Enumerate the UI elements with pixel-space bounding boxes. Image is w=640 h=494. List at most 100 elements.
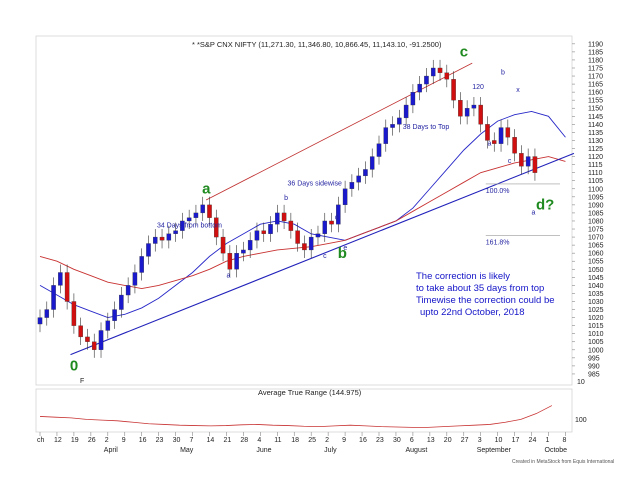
point-label: b (501, 69, 505, 76)
date-tick-label: 28 (240, 437, 248, 444)
date-tick-label: 20 (444, 437, 452, 444)
price-tick-label: 1175 (588, 65, 603, 72)
candle-body (430, 67, 436, 77)
candle-body (44, 309, 50, 318)
price-tick-label: 1075 (588, 227, 604, 234)
point-label: e (343, 245, 347, 252)
date-tick-label: 9 (342, 437, 346, 444)
wave-label: c (460, 44, 468, 61)
price-tick-label: 1000 (588, 347, 604, 354)
point-label: a (487, 140, 491, 147)
candle-body (71, 301, 77, 326)
point-label: d (335, 214, 339, 221)
candle-body (153, 236, 158, 244)
trendlines: 100.0% 161.8% (70, 62, 575, 356)
candle-body (58, 272, 63, 286)
price-tick-label: 1165 (588, 82, 603, 89)
candle-body (525, 156, 531, 167)
candle-body (64, 272, 70, 302)
candle-body (336, 204, 341, 225)
candle-body (444, 72, 450, 80)
candle-body (363, 169, 368, 177)
point-label: c (508, 158, 512, 165)
fib-level-label: 100.0% (486, 188, 510, 195)
annotation-text: 34 Days from bottom (157, 222, 222, 229)
date-tick-label: 12 (54, 437, 62, 444)
candle-body (119, 294, 124, 310)
wave-label: d? (536, 197, 554, 214)
upper-channel-line (205, 62, 473, 201)
candle-body (349, 182, 355, 189)
price-tick-label: 1130 (588, 138, 603, 145)
price-tick-label: 1090 (588, 202, 604, 209)
fib-level-label: 161.8% (486, 239, 510, 246)
month-label: September (477, 447, 512, 454)
annotation-text: 36 Days sidewise (287, 181, 342, 188)
price-tick-label: 995 (588, 355, 600, 362)
candle-body (180, 220, 185, 231)
price-tick-label: 1065 (588, 243, 604, 250)
candle-body (410, 91, 416, 106)
date-tick-label: 17 (512, 437, 520, 444)
candle-body (207, 204, 212, 218)
price-tick-label: 1080 (588, 218, 604, 225)
point-label: a (226, 272, 230, 279)
candle-body (159, 236, 165, 241)
date-tick-label: 8 (562, 437, 566, 444)
candle-body (220, 236, 226, 254)
date-tick-label: 7 (190, 437, 194, 444)
atr-line (39, 405, 553, 428)
candle-body (519, 153, 524, 167)
date-tick-label: 23 (376, 437, 384, 444)
price-tick-label: 1115 (588, 162, 603, 169)
date-tick-label: 27 (461, 437, 469, 444)
price-tick-label: 1140 (588, 122, 603, 129)
candle-body (85, 336, 90, 342)
candle-body (369, 156, 375, 170)
point-label: x (516, 87, 520, 94)
price-tick-label: 1010 (588, 331, 604, 338)
date-tick-label: 16 (359, 437, 367, 444)
candle-body (464, 108, 470, 117)
date-tick-label: 23 (156, 437, 164, 444)
price-tick-label: 1030 (588, 299, 604, 306)
candle-body (376, 143, 382, 157)
bottom-marker: F (80, 378, 84, 385)
candle-body (247, 240, 253, 251)
date-tick-label: 13 (427, 437, 435, 444)
candle-body (214, 217, 219, 238)
date-tick-label: 24 (529, 437, 537, 444)
date-tick-label: ch (37, 437, 45, 444)
candle-body (329, 220, 334, 225)
chart-title: * *S&P CNX NIFTY (11,271.30, 11,346.80, … (192, 40, 442, 49)
credit-text: Created in MetaStock from Equis Internat… (512, 459, 614, 465)
candle-body (322, 220, 328, 234)
month-label: May (180, 447, 194, 454)
date-tick-label: 16 (139, 437, 147, 444)
annotation-text: 38 Days to Top (403, 124, 450, 131)
candle-body (302, 243, 307, 251)
candle-body (478, 104, 483, 125)
candle-body (139, 256, 144, 273)
price-tick-label: 1125 (588, 146, 603, 153)
date-tick-label: 25 (308, 437, 316, 444)
wave-label: b (338, 245, 347, 262)
candle-body (275, 212, 280, 225)
price-tick-label: 1015 (588, 323, 604, 330)
price-tick-label: 1120 (588, 154, 603, 161)
candle-body (241, 249, 246, 254)
note-line-3: Timewise the correction could be (416, 295, 555, 306)
price-tick-label: 1055 (588, 259, 604, 266)
candle-body (281, 212, 287, 222)
price-tick-label: 1100 (588, 186, 603, 193)
candle-body (261, 230, 266, 234)
date-tick-label: 4 (257, 437, 261, 444)
price-tick-label: 990 (588, 363, 600, 370)
candle-body (471, 104, 477, 109)
point-label: a (532, 210, 536, 217)
candle-body (451, 79, 456, 101)
price-tick-label: 1155 (588, 98, 603, 105)
date-tick-label: 10 (495, 437, 503, 444)
